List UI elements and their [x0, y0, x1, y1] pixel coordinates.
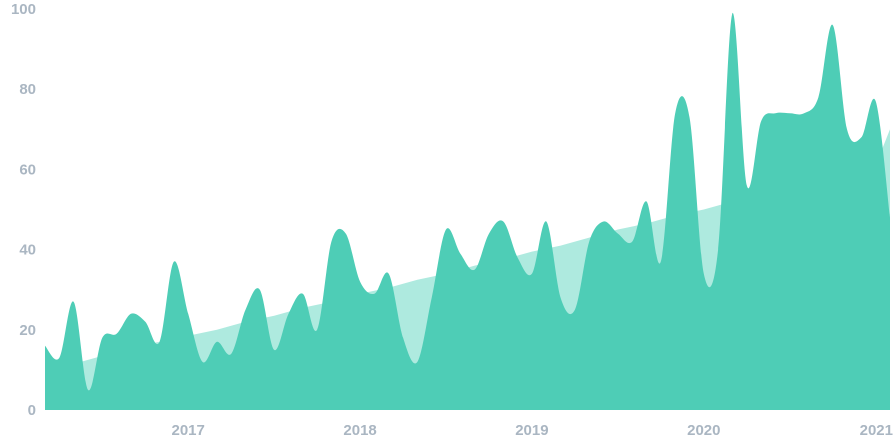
- y-tick-label: 0: [28, 402, 36, 419]
- y-tick-label: 20: [19, 322, 36, 339]
- y-tick-label: 40: [19, 242, 36, 259]
- value-area-layer: [45, 12, 890, 410]
- value-area: [45, 12, 890, 410]
- y-axis: 0 20 40 60 80 100: [11, 1, 36, 419]
- x-tick-label: 2017: [172, 422, 205, 439]
- x-tick-label: 2020: [687, 422, 720, 439]
- x-axis: 2017 2018 2019 2020 2021: [172, 422, 893, 439]
- y-tick-label: 80: [19, 81, 36, 98]
- x-tick-label: 2019: [515, 422, 548, 439]
- x-tick-label: 2018: [343, 422, 376, 439]
- y-tick-label: 100: [11, 1, 36, 18]
- y-tick-label: 60: [19, 161, 36, 178]
- x-tick-label: 2021: [860, 422, 893, 439]
